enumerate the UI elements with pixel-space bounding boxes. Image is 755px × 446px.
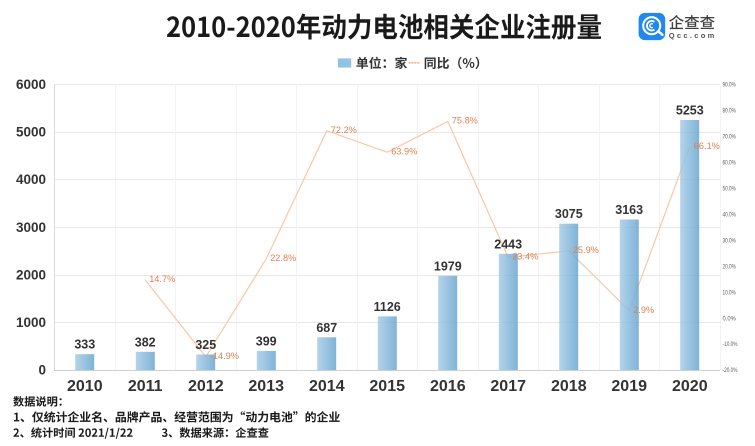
svg-text:10.0%: 10.0% [723, 290, 737, 296]
svg-text:3163: 3163 [615, 203, 643, 217]
svg-text:75.8%: 75.8% [452, 116, 478, 126]
svg-text:2.9%: 2.9% [633, 305, 654, 315]
svg-text:70.0%: 70.0% [723, 135, 737, 141]
svg-text:22.8%: 22.8% [270, 253, 296, 263]
svg-text:333: 333 [74, 338, 95, 352]
svg-text:2000: 2000 [16, 267, 46, 282]
svg-text:2011: 2011 [128, 378, 163, 395]
svg-text:2019: 2019 [611, 378, 647, 395]
svg-text:0: 0 [38, 363, 46, 378]
svg-text:2016: 2016 [430, 378, 466, 395]
svg-text:72.2%: 72.2% [331, 125, 357, 135]
svg-text:Qcc.com: Qcc.com [669, 31, 717, 40]
svg-text:14.7%: 14.7% [149, 274, 175, 284]
svg-text:-20.0%: -20.0% [723, 368, 739, 374]
svg-text:2018: 2018 [551, 378, 587, 395]
svg-text:20.0%: 20.0% [723, 264, 737, 270]
svg-text:-14.9%: -14.9% [210, 351, 239, 361]
svg-text:687: 687 [316, 321, 337, 335]
svg-text:25.9%: 25.9% [573, 245, 599, 255]
svg-text:23.4%: 23.4% [512, 252, 538, 262]
svg-text:0.0%: 0.0% [723, 316, 737, 322]
svg-text:50.0%: 50.0% [723, 187, 737, 193]
svg-text:399: 399 [256, 335, 277, 349]
svg-text:5000: 5000 [16, 125, 46, 140]
svg-text:40.0%: 40.0% [723, 213, 737, 219]
svg-text:6000: 6000 [16, 77, 46, 92]
svg-text:30.0%: 30.0% [723, 238, 737, 244]
svg-text:4000: 4000 [16, 172, 46, 187]
svg-text:5253: 5253 [676, 104, 704, 118]
svg-text:2014: 2014 [309, 378, 345, 395]
svg-text:2010: 2010 [67, 378, 103, 395]
svg-text:90.0%: 90.0% [723, 83, 737, 89]
svg-text:1126: 1126 [374, 300, 401, 314]
svg-text:2017: 2017 [490, 378, 526, 395]
svg-text:80.0%: 80.0% [723, 109, 737, 115]
svg-text:63.9%: 63.9% [391, 147, 417, 157]
svg-text:3000: 3000 [16, 220, 46, 235]
svg-text:66.1%: 66.1% [694, 141, 720, 151]
svg-text:382: 382 [135, 335, 156, 349]
svg-text:2020: 2020 [672, 378, 708, 395]
svg-text:-10.0%: -10.0% [723, 342, 739, 348]
svg-text:60.0%: 60.0% [723, 161, 737, 167]
svg-text:1000: 1000 [16, 315, 46, 330]
svg-text:325: 325 [195, 338, 216, 352]
svg-text:1979: 1979 [434, 259, 462, 273]
svg-text:3075: 3075 [555, 207, 583, 221]
svg-text:2015: 2015 [369, 378, 405, 395]
svg-text:2443: 2443 [494, 237, 522, 251]
svg-text:2012: 2012 [188, 378, 224, 395]
svg-text:2013: 2013 [248, 378, 284, 395]
